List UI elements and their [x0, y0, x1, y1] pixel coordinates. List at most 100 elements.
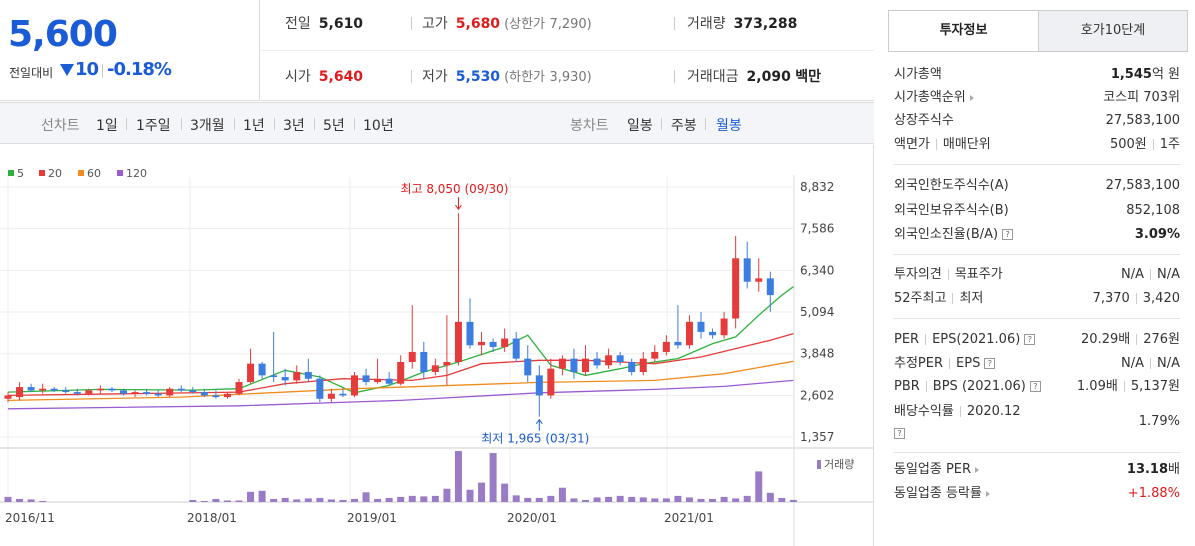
candle-body	[374, 378, 382, 383]
chart-canvas[interactable]: 8,832 7,586 6,340 5,094 3,848 2,602 1,357 2016/…	[0, 145, 873, 546]
candle-body	[96, 388, 104, 391]
help-icon[interactable]: ?	[984, 358, 996, 369]
candle-body	[662, 341, 670, 352]
volume-bar	[431, 495, 439, 502]
help-icon[interactable]: ?	[1002, 229, 1014, 240]
est-eps-label: EPS	[956, 356, 981, 371]
candle-body	[304, 372, 312, 379]
invest-info-panel: 투자정보 호가10단계 시가총액 1,545억 원 시가총액순위 코스피 703…	[888, 10, 1188, 546]
volume-bar	[558, 487, 566, 502]
candle-body	[732, 258, 740, 319]
divider	[661, 118, 662, 130]
volume-bar	[662, 498, 670, 502]
candle-weekly[interactable]: 주봉	[671, 118, 697, 134]
candle-body	[720, 318, 728, 336]
shares-value: 27,583,100	[1105, 113, 1180, 128]
volume-bar	[628, 496, 636, 502]
volume-bar	[351, 498, 358, 502]
divider	[894, 452, 1180, 453]
shares-label: 상장주식수	[894, 113, 954, 128]
market-cap-rank-row[interactable]: 시가총액순위 코스피 703위	[894, 88, 1180, 108]
volume-bar	[247, 491, 255, 502]
sector-per-row[interactable]: 동일업종 PER 13.18배	[894, 460, 1180, 480]
volume-bar	[258, 490, 266, 502]
candle-body	[639, 358, 647, 373]
down-arrow-icon	[60, 64, 74, 76]
period-5y[interactable]: 5년	[323, 118, 345, 134]
x-tick-label: 2018/01	[187, 511, 237, 525]
volume-bar	[639, 497, 647, 502]
volume-bar	[27, 499, 35, 502]
candle-body	[674, 341, 682, 346]
div-date: 2020.12	[966, 404, 1021, 419]
volume-value: 373,288	[733, 16, 798, 32]
candle-body	[154, 393, 162, 396]
tab-invest-info[interactable]: 투자정보	[889, 11, 1038, 51]
candle-body	[200, 392, 208, 396]
period-3m[interactable]: 3개월	[190, 118, 225, 134]
candle-body	[385, 378, 393, 384]
candle-body	[351, 375, 358, 396]
divider	[952, 293, 954, 304]
volume-bar	[743, 495, 751, 502]
volume-bar	[582, 499, 589, 502]
candle-body	[166, 388, 174, 396]
market-cap-unit: 억 원	[1151, 67, 1180, 82]
w52-high-label: 52주최고	[894, 291, 947, 306]
rank-label: 시가총액순위	[894, 90, 966, 105]
help-icon[interactable]: ?	[894, 428, 905, 439]
stock-chart[interactable]: 8,832 7,586 6,340 5,094 3,848 2,602 1,357 2016/…	[0, 145, 874, 546]
candle-body	[524, 358, 532, 376]
candle-body	[131, 392, 139, 394]
candle-body	[212, 395, 220, 398]
volume-legend-label: 거래량	[824, 458, 854, 471]
period-3y[interactable]: 3년	[283, 118, 305, 134]
open: 시가 5,640	[285, 66, 363, 86]
eps-value: 276원	[1143, 332, 1180, 347]
y-tick-label: 2,602	[800, 388, 834, 402]
period-10y[interactable]: 10년	[363, 118, 394, 134]
volume-bar	[39, 500, 47, 502]
high-arrow-head	[455, 204, 462, 210]
volume-bar	[685, 497, 693, 502]
sector-rate-label: 동일업종 등락률	[894, 486, 982, 501]
sector-rate-row[interactable]: 동일업종 등락률 +1.88%	[894, 484, 1180, 504]
high-annotation: 최고 8,050 (09/30)	[400, 182, 508, 196]
pbr-row: PBR BPS (2021.06)? 1.09배 5,137원	[894, 377, 1180, 397]
candle-body	[270, 375, 278, 378]
candle-body	[570, 358, 578, 373]
volume-bar	[223, 500, 231, 502]
divider	[674, 17, 675, 30]
trade-unit-label: 매매단위	[942, 137, 991, 152]
candle-body	[582, 358, 589, 373]
candle-body	[697, 321, 705, 332]
info-tabs: 투자정보 호가10단계	[888, 10, 1188, 52]
y-tick-label: 6,340	[800, 263, 834, 277]
candle-daily[interactable]: 일봉	[627, 118, 653, 134]
dividend-value-row: 1.79%	[894, 412, 1180, 432]
eps-label: EPS(2021.06)	[932, 332, 1021, 347]
high: 고가 5,680 (상한가 7,290)	[422, 13, 592, 33]
w52-low-label: 최저	[959, 291, 984, 306]
tab-order-book[interactable]: 호가10단계	[1038, 11, 1187, 51]
period-1y[interactable]: 1년	[243, 118, 265, 134]
period-1w[interactable]: 1주일	[136, 118, 171, 134]
foreign-hold-label: 외국인보유주식수(B)	[894, 203, 1009, 218]
volume-bar	[362, 492, 370, 502]
period-1d[interactable]: 1일	[96, 118, 118, 134]
candle-monthly[interactable]: 월봉	[716, 118, 742, 134]
opinion-label: 투자의견	[894, 267, 942, 282]
candle-body	[443, 361, 451, 366]
candle-body	[709, 331, 717, 336]
help-icon[interactable]: ?	[1029, 381, 1041, 392]
dividend-help-row: ?	[894, 424, 1180, 444]
y-tick-label: 1,357	[800, 430, 834, 444]
help-icon[interactable]: ?	[1024, 334, 1036, 345]
foreign-hold-row: 외국인보유주식수(B) 852,108	[894, 201, 1180, 221]
volume-bar	[397, 496, 405, 502]
volume-label: 거래량	[687, 16, 726, 32]
legend-swatch	[8, 170, 14, 176]
divider	[1136, 334, 1138, 345]
candle-body	[466, 321, 474, 346]
foreign-hold-value: 852,108	[1126, 203, 1180, 218]
